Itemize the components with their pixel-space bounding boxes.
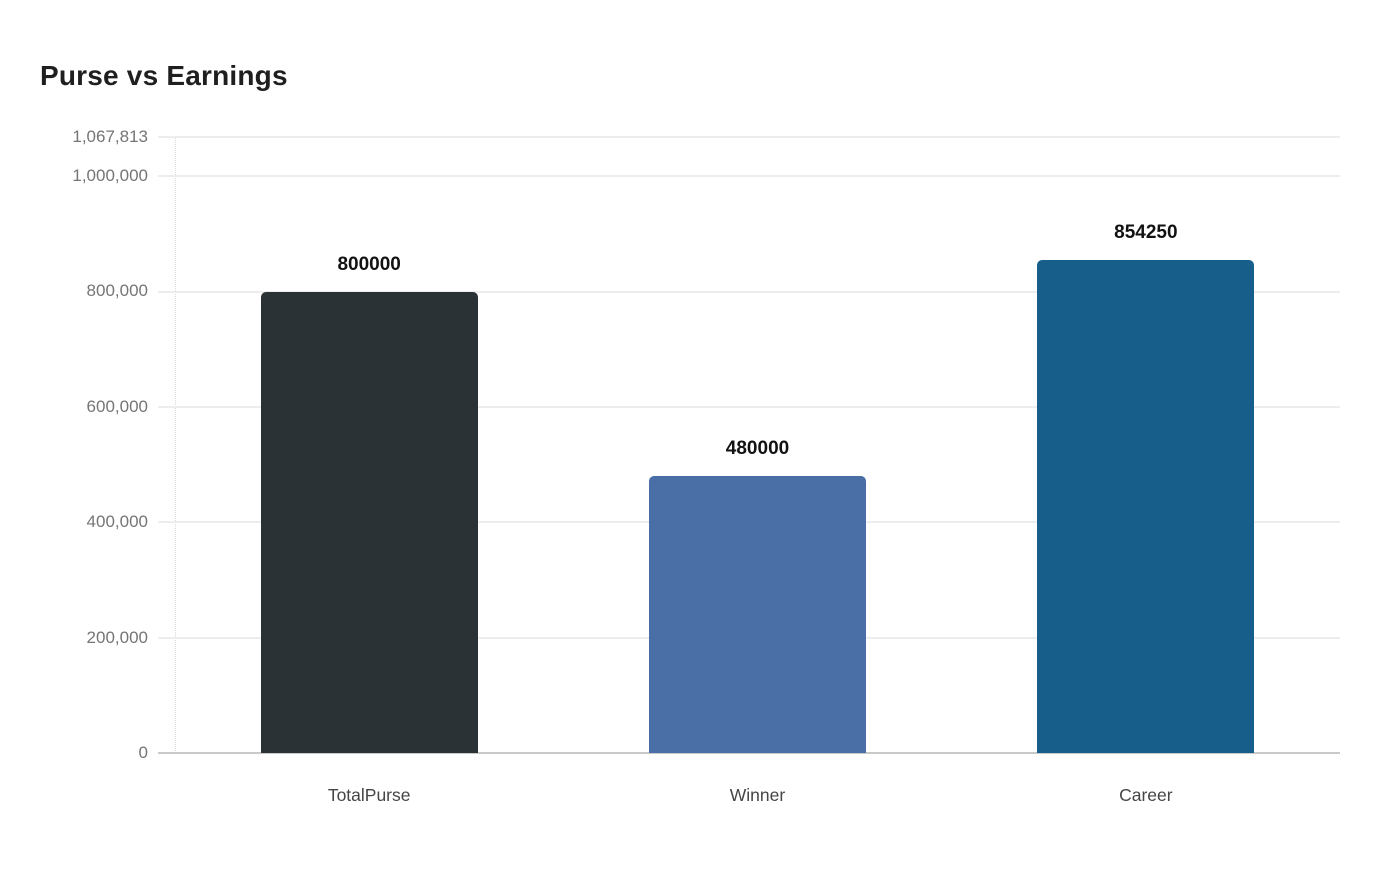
gridline <box>158 136 1340 138</box>
bar-winner <box>649 476 866 753</box>
y-axis-line <box>175 137 176 753</box>
x-tick-label: TotalPurse <box>327 785 411 805</box>
x-axis-baseline <box>158 752 1340 754</box>
bar-value-label: 854250 <box>1114 222 1178 244</box>
gridline <box>158 290 1340 293</box>
x-tick-label: Career <box>1119 785 1173 805</box>
bar-totalpurse <box>260 291 478 753</box>
y-tick-label: 600,000 <box>86 396 148 416</box>
y-tick-label: 200,000 <box>86 627 148 647</box>
gridline <box>158 175 1340 178</box>
x-tick-label: Winner <box>729 785 786 805</box>
bar-value-label: 800000 <box>337 253 401 275</box>
y-tick-label: 0 <box>138 743 148 762</box>
bar-career <box>1037 260 1255 753</box>
y-tick-label: 1,000,000 <box>72 166 148 186</box>
y-tick-label: 1,067,813 <box>72 127 148 146</box>
plot-area: 800000 TotalPurse 480000 Winner 854250 Career <box>158 136 1340 805</box>
y-tick-label: 800,000 <box>86 281 148 301</box>
gridline <box>158 405 1340 408</box>
bar-value-label: 480000 <box>725 438 790 460</box>
y-tick-label: 400,000 <box>86 512 148 532</box>
chart-title: Purse vs Earnings <box>40 60 288 91</box>
